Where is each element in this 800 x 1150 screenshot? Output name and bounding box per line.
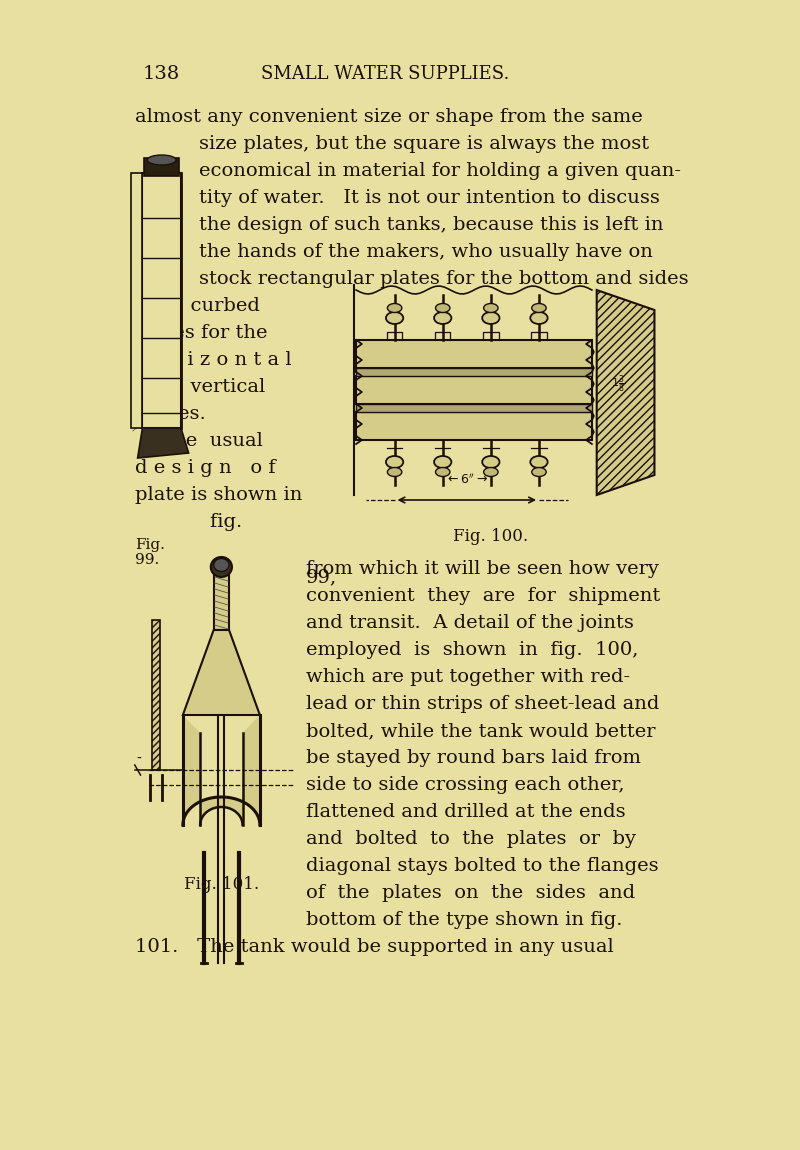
Ellipse shape — [435, 468, 450, 476]
Text: lead or thin strips of sheet-lead and: lead or thin strips of sheet-lead and — [306, 695, 659, 713]
Text: -: - — [137, 752, 142, 766]
Bar — [152, 620, 160, 770]
Text: diagonal stays bolted to the flanges: diagonal stays bolted to the flanges — [306, 857, 658, 875]
Text: of  the  plates  on  the  sides  and: of the plates on the sides and — [306, 884, 635, 902]
Text: Fig.: Fig. — [134, 538, 165, 552]
Text: h o r i z o n t a l: h o r i z o n t a l — [134, 351, 291, 369]
Text: d e s i g n   o f: d e s i g n o f — [134, 459, 275, 477]
Text: almost any convenient size or shape from the same: almost any convenient size or shape from… — [134, 108, 642, 126]
Bar — [356, 404, 592, 412]
Text: stock rectangular plates for the bottom and sides: stock rectangular plates for the bottom … — [199, 270, 689, 288]
Ellipse shape — [484, 304, 498, 313]
Ellipse shape — [435, 304, 450, 313]
Bar — [356, 368, 592, 376]
Ellipse shape — [214, 559, 229, 572]
Bar — [131, 172, 142, 428]
Text: Fig. 101.: Fig. 101. — [184, 876, 259, 894]
Text: which are put together with red-: which are put together with red- — [306, 668, 630, 687]
Text: bolted, while the tank would better: bolted, while the tank would better — [306, 722, 655, 739]
Text: be stayed by round bars laid from: be stayed by round bars laid from — [306, 749, 641, 767]
Text: 99,: 99, — [306, 568, 337, 586]
Text: employed  is  shown  in  fig.  100,: employed is shown in fig. 100, — [306, 641, 638, 659]
Ellipse shape — [387, 468, 402, 476]
Polygon shape — [183, 715, 260, 825]
Ellipse shape — [386, 312, 403, 324]
Text: angles.: angles. — [134, 405, 206, 423]
Text: the hands of the makers, who usually have on: the hands of the makers, who usually hav… — [199, 243, 653, 261]
Text: plate is shown in: plate is shown in — [134, 486, 302, 504]
Text: 99.: 99. — [134, 553, 159, 567]
Text: $\leftarrow 6^{\prime\prime}\rightarrow$: $\leftarrow 6^{\prime\prime}\rightarrow$ — [446, 473, 488, 486]
Bar — [356, 340, 592, 368]
Ellipse shape — [147, 155, 176, 164]
Ellipse shape — [387, 304, 402, 313]
Text: 101.   The tank would be supported in any usual: 101. The tank would be supported in any … — [134, 938, 614, 956]
Text: and transit.  A detail of the joints: and transit. A detail of the joints — [306, 614, 634, 632]
Ellipse shape — [210, 557, 232, 577]
Text: flattened and drilled at the ends: flattened and drilled at the ends — [306, 803, 626, 821]
Bar — [356, 412, 592, 440]
Bar — [144, 158, 179, 176]
Text: SMALL WATER SUPPLIES.: SMALL WATER SUPPLIES. — [261, 66, 509, 83]
Bar — [142, 172, 181, 428]
Ellipse shape — [434, 312, 451, 324]
Text: The  usual: The usual — [134, 432, 262, 450]
Text: convenient  they  are  for  shipment: convenient they are for shipment — [306, 586, 660, 605]
Text: 138: 138 — [142, 66, 180, 83]
Text: side to side crossing each other,: side to side crossing each other, — [306, 776, 625, 793]
Text: and   vertical: and vertical — [134, 378, 265, 396]
Text: size plates, but the square is always the most: size plates, but the square is always th… — [199, 135, 650, 153]
Bar — [214, 575, 229, 630]
Ellipse shape — [532, 304, 546, 313]
Polygon shape — [138, 428, 189, 458]
Polygon shape — [183, 630, 260, 715]
Text: plates for the: plates for the — [134, 324, 267, 342]
Polygon shape — [597, 290, 654, 494]
Text: and   curbed: and curbed — [134, 297, 260, 315]
Bar — [356, 376, 592, 404]
Ellipse shape — [434, 457, 451, 468]
Text: bottom of the type shown in fig.: bottom of the type shown in fig. — [306, 911, 622, 929]
Ellipse shape — [482, 312, 499, 324]
Text: economical in material for holding a given quan-: economical in material for holding a giv… — [199, 162, 682, 181]
Ellipse shape — [484, 468, 498, 476]
Ellipse shape — [386, 457, 403, 468]
Text: from which it will be seen how very: from which it will be seen how very — [306, 560, 659, 578]
Ellipse shape — [530, 457, 548, 468]
Text: and  bolted  to  the  plates  or  by: and bolted to the plates or by — [306, 830, 636, 848]
Text: the design of such tanks, because this is left in: the design of such tanks, because this i… — [199, 216, 664, 233]
Ellipse shape — [482, 457, 499, 468]
Text: tity of water.   It is not our intention to discuss: tity of water. It is not our intention t… — [199, 189, 660, 207]
Text: $1\frac{3}{8}$: $1\frac{3}{8}$ — [611, 373, 625, 394]
Ellipse shape — [530, 312, 548, 324]
Text: Fig. 100.: Fig. 100. — [454, 528, 529, 545]
Text: fig.: fig. — [134, 513, 242, 531]
Ellipse shape — [532, 468, 546, 476]
